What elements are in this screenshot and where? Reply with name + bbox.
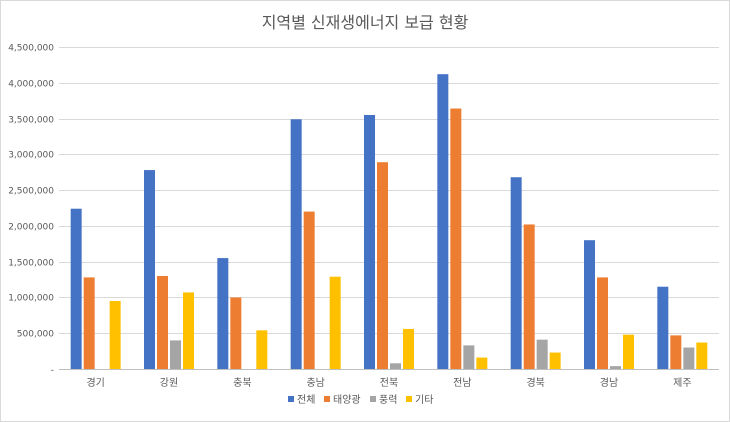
bar bbox=[670, 335, 682, 369]
bar bbox=[536, 339, 548, 369]
bar bbox=[290, 119, 302, 369]
x-category-label: 경북 bbox=[526, 376, 544, 389]
legend-label: 기타 bbox=[415, 394, 433, 406]
bar bbox=[623, 334, 634, 369]
y-tick-label: 3,000,000 bbox=[8, 151, 54, 161]
bar bbox=[83, 277, 95, 369]
y-tick-label: 2,000,000 bbox=[8, 223, 54, 233]
bar bbox=[610, 366, 621, 369]
bar bbox=[256, 330, 268, 369]
y-axis-ticks: - 500,000 1,000,000 1,500,000 2,000,000 2,500… bbox=[8, 44, 54, 376]
bar bbox=[463, 345, 475, 369]
gridlines bbox=[59, 47, 719, 370]
legend-swatch bbox=[324, 396, 330, 402]
bar bbox=[230, 297, 242, 369]
x-category-label: 전남 bbox=[453, 377, 471, 389]
x-axis-categories: 경기 강원 충북 충남 전북 전남 경북 경남 제주 bbox=[86, 376, 691, 389]
bar bbox=[437, 74, 449, 370]
bar bbox=[403, 328, 414, 369]
legend-label: 전체 bbox=[297, 394, 315, 406]
y-tick-label: 500,000 bbox=[17, 330, 54, 340]
legend-label: 풍력 bbox=[379, 394, 397, 406]
y-tick-label: 3,500,000 bbox=[8, 116, 54, 126]
bar bbox=[696, 342, 708, 369]
bar bbox=[144, 170, 155, 369]
x-category-label: 충남 bbox=[306, 377, 324, 389]
x-category-label: 제주 bbox=[673, 377, 691, 389]
bar bbox=[303, 211, 315, 369]
chart-title: 지역별 신재생에너지 보급 현황 bbox=[262, 13, 469, 32]
bar bbox=[683, 347, 695, 369]
y-tick-label: 4,500,000 bbox=[8, 44, 54, 54]
bar bbox=[109, 301, 121, 369]
bar bbox=[549, 352, 561, 369]
bar bbox=[377, 162, 388, 369]
bar bbox=[657, 286, 669, 369]
bar bbox=[329, 276, 341, 369]
x-category-label: 경기 bbox=[86, 376, 104, 389]
bar bbox=[476, 357, 488, 369]
y-tick-label: 4,000,000 bbox=[8, 80, 54, 90]
y-tick-label: - bbox=[51, 366, 54, 376]
legend-swatch bbox=[370, 396, 376, 402]
x-category-label: 전북 bbox=[380, 377, 398, 389]
x-category-label: 충북 bbox=[233, 377, 251, 389]
bar bbox=[70, 208, 82, 369]
legend-swatch bbox=[288, 396, 294, 402]
bar bbox=[217, 258, 229, 369]
legend-label: 태양광 bbox=[333, 394, 361, 406]
bar bbox=[157, 275, 168, 369]
bar bbox=[510, 177, 522, 369]
bar bbox=[364, 114, 375, 369]
bar bbox=[523, 224, 535, 369]
x-category-label: 강원 bbox=[160, 377, 178, 389]
bar bbox=[390, 363, 401, 369]
bars bbox=[70, 74, 708, 370]
legend: 전체 태양광 풍력 기타 bbox=[288, 394, 433, 406]
y-tick-label: 1,500,000 bbox=[8, 259, 54, 269]
y-tick-label: 1,000,000 bbox=[8, 294, 54, 304]
x-category-label: 경남 bbox=[600, 376, 618, 389]
bar bbox=[183, 292, 194, 369]
bar bbox=[450, 108, 462, 369]
legend-swatch bbox=[406, 396, 412, 402]
bar bbox=[170, 340, 181, 369]
y-tick-label: 2,500,000 bbox=[8, 187, 54, 197]
bar bbox=[584, 240, 595, 369]
bar bbox=[597, 277, 608, 369]
